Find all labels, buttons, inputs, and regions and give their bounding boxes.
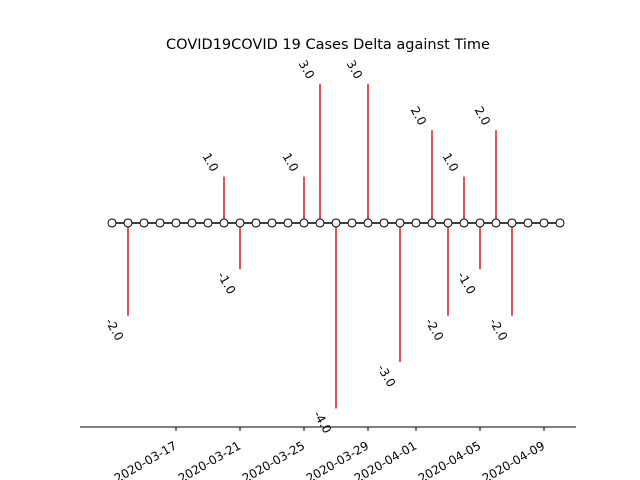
stem-marker xyxy=(267,218,277,228)
data-label: -3.0 xyxy=(375,362,399,389)
stem-marker xyxy=(347,218,357,228)
stem-marker xyxy=(475,218,485,228)
stem-marker xyxy=(555,218,565,228)
stem-marker xyxy=(155,218,165,228)
stem-marker xyxy=(427,218,437,228)
stem-marker xyxy=(171,218,181,228)
stem-marker xyxy=(107,218,117,228)
stem-marker xyxy=(363,218,373,228)
stem-marker xyxy=(459,218,469,228)
chart-title: COVID19COVID 19 Cases Delta against Time xyxy=(166,37,490,53)
data-label: -1.0 xyxy=(455,269,479,296)
stem-marker xyxy=(283,218,293,228)
stem-marker xyxy=(539,218,549,228)
stem-marker xyxy=(507,218,517,228)
stem-marker xyxy=(315,218,325,228)
x-tick-label: 2020-04-05 xyxy=(416,439,483,480)
stem-marker xyxy=(251,218,261,228)
data-label: 1.0 xyxy=(280,151,302,175)
data-label: -4.0 xyxy=(311,409,335,436)
stem-marker xyxy=(187,218,197,228)
stem-marker xyxy=(203,218,213,228)
stem-marker xyxy=(299,218,309,228)
stem-marker xyxy=(523,218,533,228)
stem-marker xyxy=(139,218,149,228)
data-label: 3.0 xyxy=(296,58,318,82)
stem-marker xyxy=(123,218,133,228)
stem-marker xyxy=(235,218,245,228)
data-label: -1.0 xyxy=(215,269,239,296)
x-tick-label: 2020-03-17 xyxy=(112,439,179,480)
data-label: 2.0 xyxy=(472,104,494,128)
stem-marker xyxy=(491,218,501,228)
x-tick-label: 2020-03-25 xyxy=(240,439,307,480)
data-labels-layer: -2.0 1.0 -1.0 1.0 3.0 -4.0 3.0 -3.0 2.0 -2.0 1.0 -1… xyxy=(103,58,511,436)
data-label: 3.0 xyxy=(344,58,366,82)
x-tick-label: 2020-03-21 xyxy=(176,439,243,480)
stem-marker xyxy=(443,218,453,228)
x-tick-label: 2020-04-09 xyxy=(480,439,547,480)
data-label: -2.0 xyxy=(487,316,511,343)
stems-layer xyxy=(127,83,513,409)
stem-marker xyxy=(331,218,341,228)
data-label: 1.0 xyxy=(440,151,462,175)
data-label: -2.0 xyxy=(103,316,127,343)
data-label: -2.0 xyxy=(423,316,447,343)
data-label: 1.0 xyxy=(200,151,222,175)
markers-layer xyxy=(107,218,565,228)
stem-marker xyxy=(219,218,229,228)
data-label: 2.0 xyxy=(408,104,430,128)
stem-marker xyxy=(411,218,421,228)
stem-marker xyxy=(395,218,405,228)
stem-marker xyxy=(379,218,389,228)
x-ticks-layer: 2020-03-172020-03-212020-03-252020-03-29… xyxy=(112,427,547,480)
